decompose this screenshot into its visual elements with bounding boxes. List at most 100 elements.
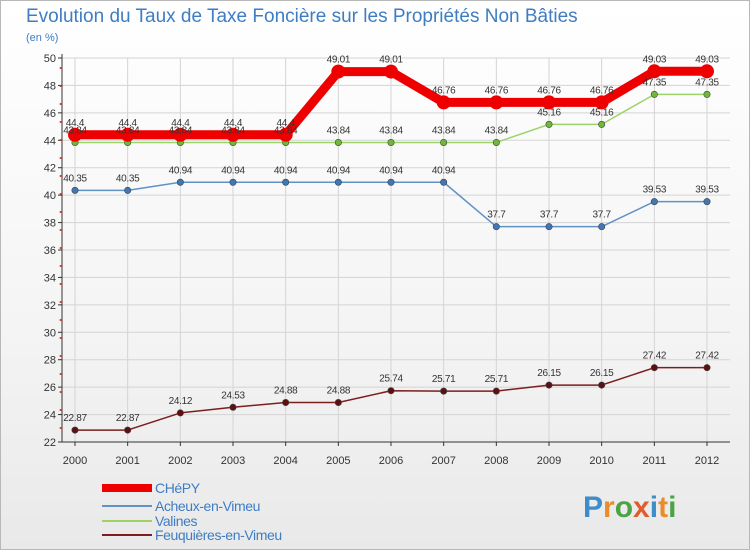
proxiti-logo: Proxiti xyxy=(583,491,676,524)
data-point xyxy=(440,178,448,186)
y-tick-label: 42 xyxy=(44,163,56,175)
y-tick-label: 28 xyxy=(44,355,56,367)
data-point xyxy=(68,127,82,142)
axis-dot xyxy=(59,337,62,339)
data-point xyxy=(492,138,500,146)
data-label: 49.01 xyxy=(379,55,403,66)
x-tick-label: 2009 xyxy=(537,455,561,467)
logo-letter: o xyxy=(615,491,633,524)
data-point xyxy=(598,223,606,231)
data-point xyxy=(440,387,448,395)
y-tick-label: 46 xyxy=(44,108,56,120)
data-label: 40.94 xyxy=(379,165,403,176)
grid xyxy=(62,57,730,442)
legend-label: Acheux-en-Vimeu xyxy=(155,498,260,514)
legend-label: Feuquières-en-Vimeu xyxy=(155,527,282,543)
data-point xyxy=(650,90,658,98)
data-label: 44.4 xyxy=(66,118,85,129)
axis-dot xyxy=(59,139,62,141)
data-label: 40.94 xyxy=(432,165,456,176)
data-label: 40.94 xyxy=(169,165,193,176)
y-tick-label: 36 xyxy=(44,245,56,257)
data-point xyxy=(334,399,342,407)
y-tick-label: 24 xyxy=(44,410,56,422)
data-label: 24.88 xyxy=(327,386,351,397)
data-label: 43.84 xyxy=(221,125,245,136)
axis-dot xyxy=(59,211,62,213)
data-label: 40.94 xyxy=(274,165,298,176)
data-label: 24.12 xyxy=(169,396,193,407)
data-label: 39.53 xyxy=(643,185,667,196)
data-label: 37.7 xyxy=(593,210,612,221)
data-point xyxy=(542,95,556,110)
axis-dot xyxy=(59,427,62,429)
data-point xyxy=(545,120,553,128)
data-point xyxy=(124,186,132,194)
data-point xyxy=(334,178,342,186)
axis-dot xyxy=(59,85,62,87)
data-label: 46.76 xyxy=(485,85,509,96)
data-point xyxy=(282,399,290,407)
data-label: 49.01 xyxy=(327,55,351,66)
data-label: 27.42 xyxy=(643,351,667,362)
series xyxy=(68,64,714,434)
data-point xyxy=(598,381,606,389)
y-tick-label: 48 xyxy=(44,80,56,92)
x-tick-label: 2001 xyxy=(115,455,139,467)
data-point xyxy=(598,120,606,128)
data-label: 49.03 xyxy=(695,54,719,65)
data-point xyxy=(703,90,711,98)
data-label: 24.53 xyxy=(221,390,245,401)
data-point xyxy=(229,178,237,186)
data-label: 47.35 xyxy=(643,77,667,88)
x-tick-label: 2003 xyxy=(221,455,245,467)
data-label: 25.71 xyxy=(432,374,456,385)
data-label: 25.74 xyxy=(379,374,403,385)
x-tick-label: 2010 xyxy=(589,455,613,467)
data-point xyxy=(703,364,711,372)
data-label: 43.84 xyxy=(327,125,351,136)
y-tick-label: 34 xyxy=(44,272,56,284)
y-tick-label: 26 xyxy=(44,382,56,394)
axis-dot xyxy=(59,229,62,231)
x-tick-label: 2002 xyxy=(168,455,192,467)
axis-dot xyxy=(59,175,62,177)
data-point xyxy=(176,409,184,417)
data-point xyxy=(282,178,290,186)
data-point xyxy=(176,178,184,186)
logo-letter: x xyxy=(633,491,650,524)
logo-letter: i xyxy=(650,491,658,524)
data-label: 43.84 xyxy=(379,125,403,136)
data-labels: 22.87 22.87 24.12 24.53 24.88 24.88 25.74 25.71… xyxy=(63,54,720,424)
data-point xyxy=(650,198,658,206)
axis-dot xyxy=(59,355,62,357)
legend-label: CHéPY xyxy=(155,480,201,496)
data-label: 46.76 xyxy=(590,85,614,96)
data-label: 26.15 xyxy=(537,368,561,379)
x-tick-label: 2000 xyxy=(63,455,87,467)
data-label: 22.87 xyxy=(63,413,87,424)
data-point xyxy=(650,364,658,372)
data-label: 45.16 xyxy=(537,107,561,118)
data-point xyxy=(703,198,711,206)
data-point xyxy=(278,127,293,142)
axis-dot xyxy=(59,193,62,195)
x-tick-label: 2004 xyxy=(273,455,297,467)
y-tick-label: 38 xyxy=(44,218,56,230)
axis-dot xyxy=(59,67,62,69)
data-point xyxy=(492,387,500,395)
data-label: 37.7 xyxy=(487,210,506,221)
data-point xyxy=(440,138,448,146)
data-label: 47.35 xyxy=(695,77,719,88)
data-point xyxy=(489,95,504,110)
data-label: 40.35 xyxy=(116,173,140,184)
legend-label: Valines xyxy=(155,513,197,529)
logo-letter: r xyxy=(603,491,615,524)
y-tick-label: 22 xyxy=(44,437,56,449)
data-point xyxy=(545,381,553,389)
data-label: 49.03 xyxy=(643,54,667,65)
data-label: 22.87 xyxy=(116,413,140,424)
data-label: 37.7 xyxy=(540,210,559,221)
x-tick-label: 2007 xyxy=(431,455,455,467)
x-tick-label: 2005 xyxy=(326,455,350,467)
